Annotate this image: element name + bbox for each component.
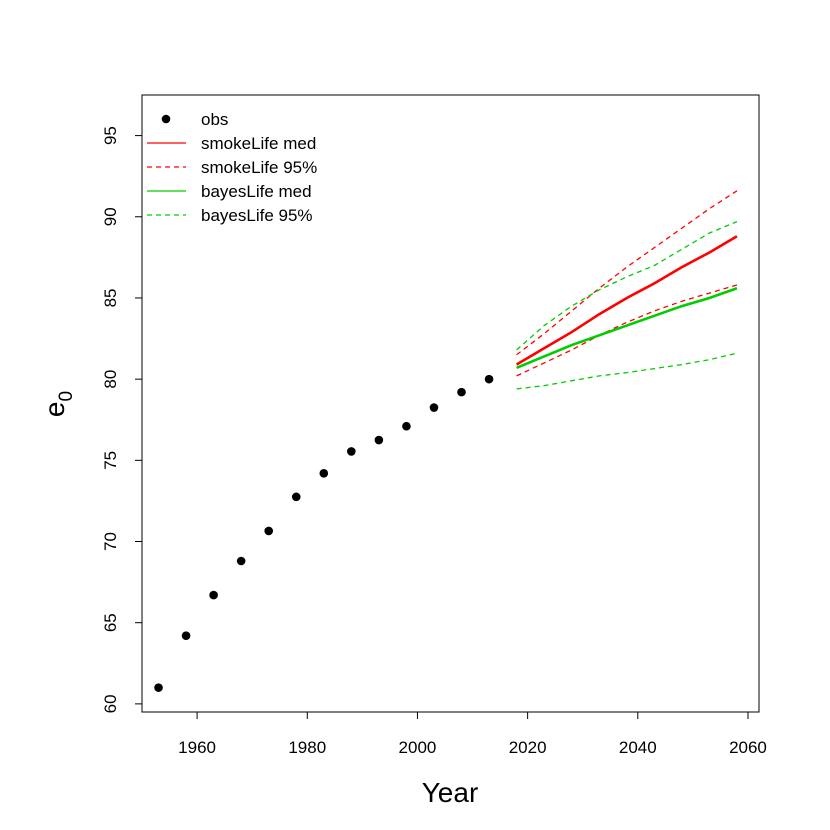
obs-point xyxy=(291,492,301,502)
bayeslife-95-band-lower xyxy=(516,352,738,390)
legend-label-smokelife-med: smokeLife med xyxy=(201,134,316,153)
y-tick-label: 95 xyxy=(101,126,120,145)
y-axis-title-main: e xyxy=(39,402,70,418)
x-tick-label: 2060 xyxy=(729,738,767,757)
obs-point xyxy=(484,374,494,384)
obs-point xyxy=(402,421,411,431)
x-axis-title: Year xyxy=(422,777,479,808)
obs-point xyxy=(264,526,274,536)
x-tick-label: 1980 xyxy=(288,738,326,757)
legend-label-bayeslife-95: bayesLife 95% xyxy=(201,206,313,225)
obs-point xyxy=(374,435,384,445)
series-layer xyxy=(515,190,738,390)
y-axis-title-subscript: 0 xyxy=(56,391,77,402)
x-tick-label: 2040 xyxy=(619,738,657,757)
y-tick-label: 85 xyxy=(101,288,120,307)
legend-label-bayeslife-med: bayesLife med xyxy=(201,182,312,201)
obs-point xyxy=(209,590,218,600)
y-tick-label: 90 xyxy=(101,207,120,226)
smokelife-95-band-upper xyxy=(516,190,738,356)
y-tick-label: 60 xyxy=(101,694,120,713)
smokelife-med-line xyxy=(515,235,738,366)
obs-point xyxy=(347,447,356,456)
y-axis: 60 65 70 75 80 85 90 95 xyxy=(101,126,143,713)
y-axis-title: e0 xyxy=(39,391,77,417)
x-tick-label: 2020 xyxy=(509,738,547,757)
y-tick-label: 70 xyxy=(101,532,120,551)
smokelife-95-band-lower xyxy=(516,284,738,377)
legend-key-obs xyxy=(161,114,171,124)
obs-point xyxy=(181,631,191,640)
x-tick-label: 1960 xyxy=(178,738,216,757)
bayeslife-95-band-upper xyxy=(516,221,738,351)
legend-label-obs: obs xyxy=(201,110,228,129)
obs-point xyxy=(154,683,163,692)
legend: obs smokeLife med smokeLife 95% bayesLife m… xyxy=(147,110,317,225)
y-tick-label: 80 xyxy=(101,370,120,389)
obs-point xyxy=(236,556,246,566)
observed-points xyxy=(154,374,494,692)
obs-point xyxy=(457,387,466,397)
obs-point xyxy=(319,469,329,478)
obs-point xyxy=(429,403,439,412)
legend-label-smokelife-95: smokeLife 95% xyxy=(201,158,317,177)
bayeslife-med-line xyxy=(516,286,738,369)
x-axis: 1960 1980 2000 2020 2040 2060 xyxy=(178,711,767,757)
x-tick-label: 2000 xyxy=(399,738,437,757)
y-tick-label: 65 xyxy=(101,613,120,632)
y-tick-label: 75 xyxy=(101,451,120,470)
